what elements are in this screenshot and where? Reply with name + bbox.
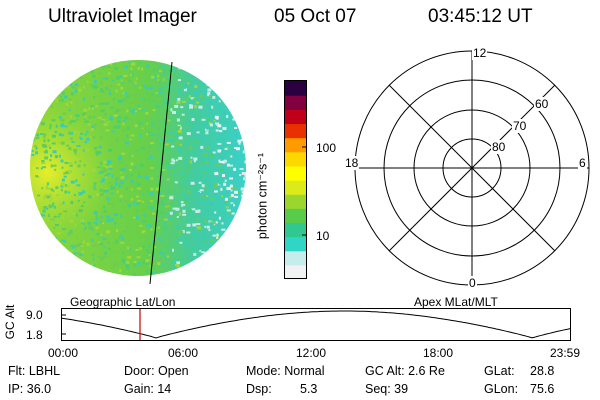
gain-status: Gain: 14 — [124, 382, 172, 396]
colorbar-tick-10: 10 — [316, 229, 330, 243]
colorbar-swatch — [285, 81, 306, 96]
glon-value: 75.6 — [530, 382, 555, 396]
glat-value: 28.8 — [530, 364, 555, 378]
gc-alt-status: GC Alt: 2.6 Re — [365, 364, 445, 378]
colorbar-swatch — [285, 95, 306, 110]
xtick-1800: 18:00 — [423, 346, 454, 360]
mode-status: Mode: Normal — [246, 364, 325, 378]
dsp-label: Dsp: — [246, 382, 272, 396]
lat-label-80: 80 — [491, 140, 507, 154]
glat-label: GLat: — [484, 364, 515, 378]
mlt-label-18: 18 — [344, 156, 360, 170]
colorbar-swatch — [285, 151, 306, 167]
mlt-label-6: 6 — [578, 156, 587, 170]
colorbar-swatch — [285, 180, 306, 195]
page-title: Ultraviolet Imager — [48, 6, 197, 27]
glon-label: GLon: — [484, 382, 519, 396]
xtick-0000: 00:00 — [48, 346, 79, 360]
colorbar-swatch — [285, 194, 306, 209]
altitude-ylabel: GC Alt — [3, 304, 17, 340]
terminator-line — [149, 61, 173, 285]
colorbar-tick-100: 100 — [316, 141, 337, 155]
seq-status: Seq: 39 — [365, 382, 409, 396]
xtick-0600: 06:00 — [168, 346, 199, 360]
colorbar-swatch — [285, 250, 306, 266]
colorbar-swatch — [285, 123, 306, 139]
lat-label-70: 70 — [512, 119, 528, 133]
dsp-value: 5.3 — [300, 382, 318, 396]
altitude-ytick-bottom: 1.8 — [26, 328, 43, 342]
colorbar-swatch — [285, 222, 306, 238]
colorbar-swatch — [285, 165, 306, 181]
colorbar-swatch — [285, 109, 306, 125]
door-status: Door: Open — [124, 364, 189, 378]
mlt-label-0: 0 — [468, 276, 477, 290]
mlt-label-12: 12 — [472, 46, 488, 60]
altitude-ytick-top: 9.0 — [26, 308, 43, 322]
ip-status: IP: 36.0 — [8, 382, 52, 396]
colorbar-swatch — [285, 208, 306, 224]
colorbar — [284, 80, 307, 280]
colorbar-swatch — [285, 264, 306, 280]
colorbar-swatch — [285, 236, 306, 252]
colorbar-swatch — [285, 137, 306, 153]
altitude-curve — [61, 310, 571, 339]
geographic-label: Geographic Lat/Lon — [70, 295, 176, 309]
xtick-2359: 23:59 — [550, 346, 581, 360]
lat-label-60: 60 — [534, 97, 550, 111]
xtick-1200: 12:00 — [296, 346, 327, 360]
filter-status: Flt: LBHL — [8, 364, 61, 378]
time-label: 03:45:12 UT — [428, 6, 533, 27]
apex-label: Apex MLat/MLT — [414, 295, 498, 309]
date-label: 05 Oct 07 — [274, 6, 357, 27]
